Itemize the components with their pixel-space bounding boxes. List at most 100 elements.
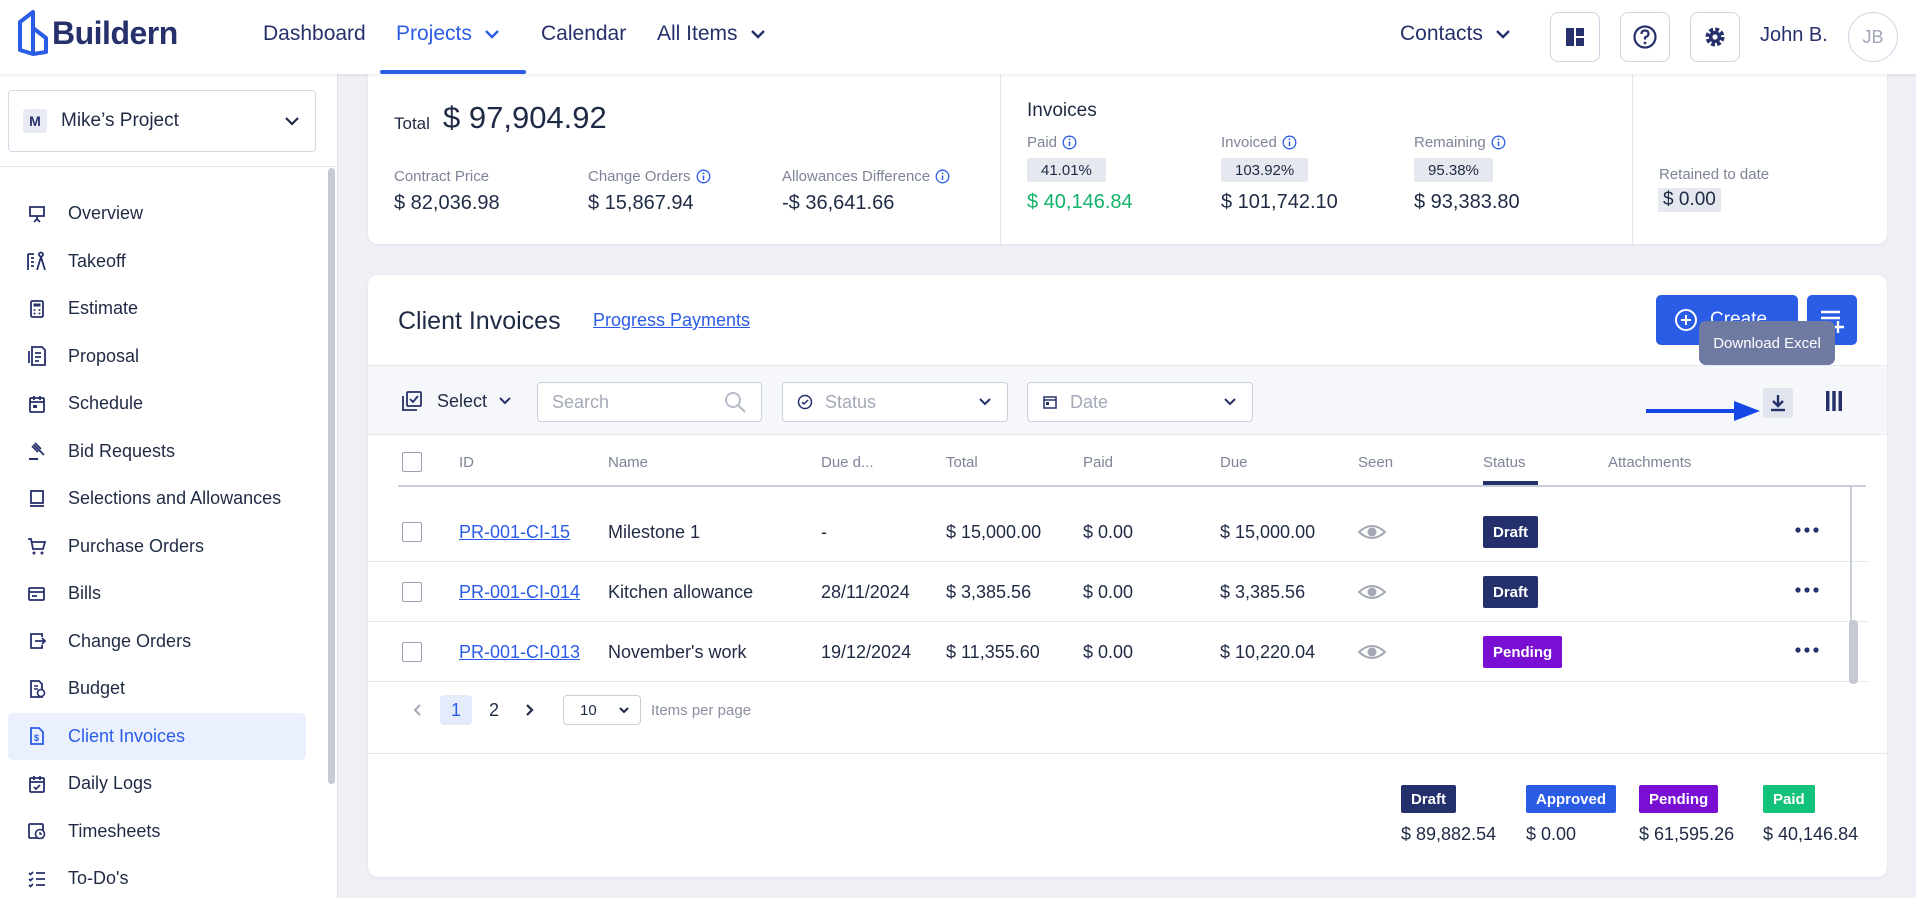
nav-projects[interactable]: Projects: [396, 22, 502, 46]
invoice-id-link[interactable]: PR-001-CI-014: [459, 582, 581, 602]
sidebar-item-purchase-orders[interactable]: Purchase Orders: [8, 523, 306, 571]
nav-all-items-label: All Items: [657, 22, 738, 45]
invoice-total: $ 11,355.60: [946, 642, 1040, 662]
invoiced-label: Invoiced: [1221, 134, 1297, 151]
invoice-id-link[interactable]: PR-001-CI-15: [459, 522, 571, 542]
timesheets-icon: [26, 820, 48, 842]
previous-page-button[interactable]: [402, 695, 434, 725]
select-all-checkbox[interactable]: [402, 452, 422, 472]
search-input[interactable]: [552, 391, 723, 413]
layout-button[interactable]: [1550, 12, 1600, 62]
layout-icon: [1566, 28, 1584, 46]
select-dropdown[interactable]: Select: [401, 390, 513, 412]
eye-icon[interactable]: [1358, 640, 1386, 664]
row-checkbox[interactable]: [402, 642, 422, 662]
page-button-2[interactable]: 2: [488, 699, 499, 720]
retained-label-text: Retained to date: [1659, 166, 1770, 183]
column-header-due-date[interactable]: Due d...: [821, 454, 874, 471]
next-page-button[interactable]: [513, 695, 545, 725]
status-filter[interactable]: Status: [782, 382, 1008, 422]
sidebar-item-change-orders[interactable]: Change Orders: [8, 618, 306, 666]
column-header-status[interactable]: Status: [1483, 454, 1526, 471]
table-row[interactable]: PR-001-CI-15 Milestone 1 - $ 15,000.00 $…: [368, 502, 1868, 562]
sidebar-item-label: Schedule: [68, 393, 144, 414]
row-checkbox[interactable]: [402, 522, 422, 542]
user-name[interactable]: John B.: [1760, 24, 1828, 46]
nav-all-items[interactable]: All Items: [657, 22, 768, 46]
table-row[interactable]: PR-001-CI-014 Kitchen allowance 28/11/20…: [368, 562, 1868, 622]
more-options-icon[interactable]: [1795, 646, 1819, 654]
row-checkbox[interactable]: [402, 582, 422, 602]
sidebar-item-todos[interactable]: To-Do's: [8, 855, 306, 898]
info-icon[interactable]: [1491, 135, 1506, 150]
sidebar-item-bid-requests[interactable]: Bid Requests: [8, 428, 306, 476]
remaining-percentage: 95.38%: [1414, 158, 1493, 182]
sidebar-item-estimate[interactable]: Estimate: [8, 285, 306, 333]
invoices-title: Invoices: [1027, 100, 1097, 121]
table-row[interactable]: PR-001-CI-013 November's work 19/12/2024…: [368, 622, 1868, 682]
more-options-icon[interactable]: [1795, 526, 1819, 534]
arrow-right-annotation: [1646, 401, 1760, 421]
column-header-id[interactable]: ID: [459, 454, 474, 471]
info-icon[interactable]: [935, 169, 950, 184]
invoice-id-link[interactable]: PR-001-CI-013: [459, 642, 581, 662]
sidebar-item-overview[interactable]: Overview: [8, 190, 306, 238]
search-field[interactable]: [537, 382, 762, 422]
chevron-down-icon: [979, 398, 991, 406]
sidebar-item-selections-and-allowances[interactable]: Selections and Allowances: [8, 475, 306, 523]
items-per-page-select[interactable]: 10: [563, 695, 641, 725]
info-icon[interactable]: [696, 169, 711, 184]
retained-value: $ 0.00: [1658, 188, 1721, 212]
invoice-due: $ 15,000.00: [1220, 522, 1316, 542]
info-icon[interactable]: [1062, 135, 1077, 150]
sidebar-item-schedule[interactable]: Schedule: [8, 380, 306, 428]
partially-hidden-status-badge: [1483, 481, 1538, 487]
column-header-paid[interactable]: Paid: [1083, 454, 1114, 471]
change-orders-label: Change Orders: [588, 168, 711, 185]
sidebar-item-daily-logs[interactable]: Daily Logs: [8, 760, 306, 808]
page-button-1[interactable]: 1: [440, 695, 472, 725]
column-header-attachments[interactable]: Attachments: [1608, 454, 1692, 471]
eye-icon[interactable]: [1358, 520, 1386, 544]
download-excel-button[interactable]: [1763, 388, 1793, 418]
info-icon[interactable]: [1282, 135, 1297, 150]
total-value: $ 97,904.92: [443, 100, 607, 135]
project-selector[interactable]: M Mike’s Project: [8, 90, 316, 152]
avatar[interactable]: JB: [1848, 12, 1898, 62]
date-filter[interactable]: Date: [1027, 382, 1253, 422]
legend-draft-total: $ 89,882.54: [1401, 824, 1497, 844]
sidebar-item-bills[interactable]: Bills: [8, 570, 306, 618]
nav-dashboard[interactable]: Dashboard: [263, 22, 366, 46]
settings-button[interactable]: [1690, 12, 1740, 62]
nav-contacts[interactable]: Contacts: [1400, 22, 1513, 46]
paid-label-text: Paid: [1027, 134, 1058, 151]
status-badge: Draft: [1483, 576, 1539, 608]
daily-logs-icon: [26, 773, 48, 795]
download-icon: [1771, 395, 1785, 412]
column-header-name[interactable]: Name: [608, 454, 649, 471]
sidebar-item-timesheets[interactable]: Timesheets: [8, 808, 306, 856]
invoiced-value: $ 101,742.10: [1221, 191, 1338, 213]
remaining-label: Remaining: [1414, 134, 1506, 151]
chevron-right-icon: [526, 704, 534, 716]
sidebar-item-budget[interactable]: Budget: [8, 665, 306, 713]
nav-projects-label: Projects: [396, 22, 472, 45]
help-button[interactable]: [1620, 12, 1670, 62]
sidebar-scrollbar[interactable]: [328, 168, 335, 784]
sidebar-item-takeoff[interactable]: Takeoff: [8, 238, 306, 286]
progress-payments-link[interactable]: Progress Payments: [593, 310, 751, 330]
columns-icon[interactable]: [1825, 390, 1843, 412]
sidebar-item-client-invoices[interactable]: $ Client Invoices: [8, 712, 306, 760]
more-options-icon[interactable]: [1795, 586, 1819, 594]
table-scrollbar[interactable]: [1849, 620, 1858, 684]
sidebar-item-proposal[interactable]: Proposal: [8, 333, 306, 381]
buildern-logo[interactable]: Buildern: [16, 8, 178, 58]
eye-icon[interactable]: [1358, 580, 1386, 604]
invoice-total: $ 15,000.00: [946, 522, 1042, 542]
column-header-due[interactable]: Due: [1220, 454, 1248, 471]
column-header-seen[interactable]: Seen: [1358, 454, 1394, 471]
project-summary-card: Total $ 97,904.92 Contract Price $ 82,03…: [368, 74, 1887, 244]
nav-calendar[interactable]: Calendar: [541, 22, 626, 46]
column-header-total[interactable]: Total: [946, 454, 978, 471]
download-excel-tooltip: Download Excel: [1699, 321, 1835, 365]
